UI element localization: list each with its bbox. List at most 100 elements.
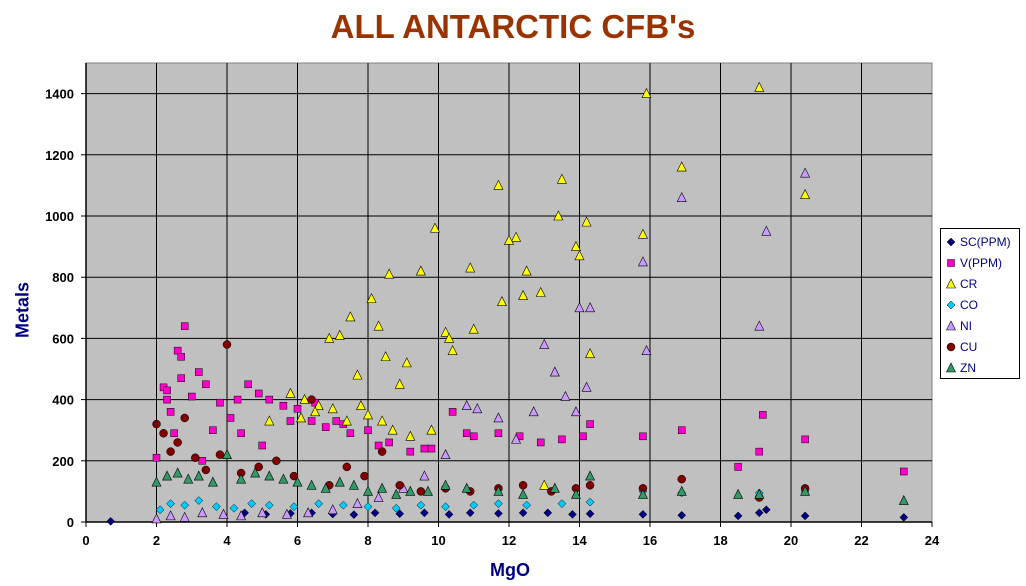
data-point <box>734 463 742 471</box>
data-point <box>377 447 387 456</box>
data-point <box>207 476 218 487</box>
legend-marker-icon <box>946 300 956 309</box>
data-point <box>469 500 479 510</box>
data-point <box>197 507 208 518</box>
legend-label: NI <box>960 318 972 333</box>
data-point <box>334 329 345 340</box>
data-point <box>327 403 338 414</box>
data-point <box>556 173 567 184</box>
series-sc-ppm- <box>106 505 909 526</box>
legend-item: NI <box>944 315 1019 336</box>
data-point <box>528 406 539 417</box>
data-point <box>166 499 175 508</box>
data-point <box>518 289 529 300</box>
data-point <box>165 510 176 521</box>
data-point <box>180 413 189 423</box>
data-point <box>761 225 772 236</box>
data-point <box>585 481 595 490</box>
data-point <box>543 508 553 518</box>
data-point <box>179 511 190 522</box>
data-point <box>536 438 545 447</box>
data-point <box>493 485 504 496</box>
data-point <box>426 424 437 435</box>
data-point <box>254 389 263 398</box>
legend-marker-icon <box>946 237 956 246</box>
data-point <box>237 429 245 438</box>
data-point <box>346 429 355 438</box>
data-point <box>444 332 455 343</box>
data-point <box>250 467 261 478</box>
data-point <box>518 488 529 499</box>
data-point <box>293 405 302 413</box>
data-point <box>493 179 504 190</box>
data-point <box>159 429 168 438</box>
data-point <box>637 228 648 239</box>
data-point <box>387 424 398 435</box>
data-point <box>321 423 330 431</box>
data-point <box>177 374 185 382</box>
data-point <box>289 502 299 512</box>
legend-item: ZN <box>944 357 1019 378</box>
data-point <box>363 502 373 512</box>
data-point <box>166 447 175 456</box>
data-point <box>733 511 743 521</box>
data-point <box>373 320 384 331</box>
data-point <box>320 482 331 493</box>
data-point <box>405 430 416 441</box>
data-point <box>341 415 352 426</box>
data-point <box>106 517 116 526</box>
data-point <box>754 320 765 331</box>
data-point <box>193 470 204 481</box>
data-point <box>151 513 162 524</box>
data-point <box>553 210 564 221</box>
data-point <box>574 250 585 261</box>
data-point <box>761 505 771 515</box>
data-point <box>391 503 401 513</box>
data-point <box>236 473 247 484</box>
data-point <box>440 449 451 459</box>
data-point <box>585 497 595 507</box>
data-point <box>313 400 324 411</box>
legend-item: V(PPM) <box>944 252 1019 273</box>
data-point <box>639 432 647 441</box>
data-point <box>518 508 528 518</box>
x-tick-label: 12 <box>502 533 516 548</box>
y-tick-label: 1000 <box>45 209 74 224</box>
data-point <box>759 411 767 419</box>
data-point <box>247 499 257 508</box>
data-point <box>212 502 221 512</box>
data-point <box>366 292 377 303</box>
data-point <box>733 488 744 499</box>
data-point <box>236 510 247 521</box>
data-point <box>898 494 909 505</box>
data-point <box>209 426 217 434</box>
data-point <box>172 467 183 478</box>
series-co <box>155 487 810 515</box>
data-point <box>391 488 402 499</box>
data-point <box>377 482 388 493</box>
data-point <box>303 507 314 518</box>
data-point <box>327 504 338 515</box>
data-point <box>637 256 648 267</box>
data-point <box>416 500 426 510</box>
data-point <box>801 435 809 444</box>
data-point <box>465 262 476 273</box>
data-point <box>264 470 275 481</box>
data-point <box>511 433 522 444</box>
data-point <box>754 81 765 92</box>
x-tick-label: 2 <box>153 533 160 548</box>
x-tick-label: 6 <box>294 533 301 548</box>
data-point <box>201 465 211 475</box>
data-point <box>676 161 687 172</box>
data-point <box>349 510 359 520</box>
data-point <box>754 488 765 499</box>
data-point <box>416 487 426 496</box>
data-point <box>568 509 577 519</box>
data-point <box>395 509 405 519</box>
data-point <box>163 395 171 404</box>
data-point <box>641 87 652 98</box>
data-point <box>373 491 384 502</box>
data-point <box>222 340 232 349</box>
x-axis-label: MgO <box>490 560 530 580</box>
data-point <box>218 508 229 519</box>
